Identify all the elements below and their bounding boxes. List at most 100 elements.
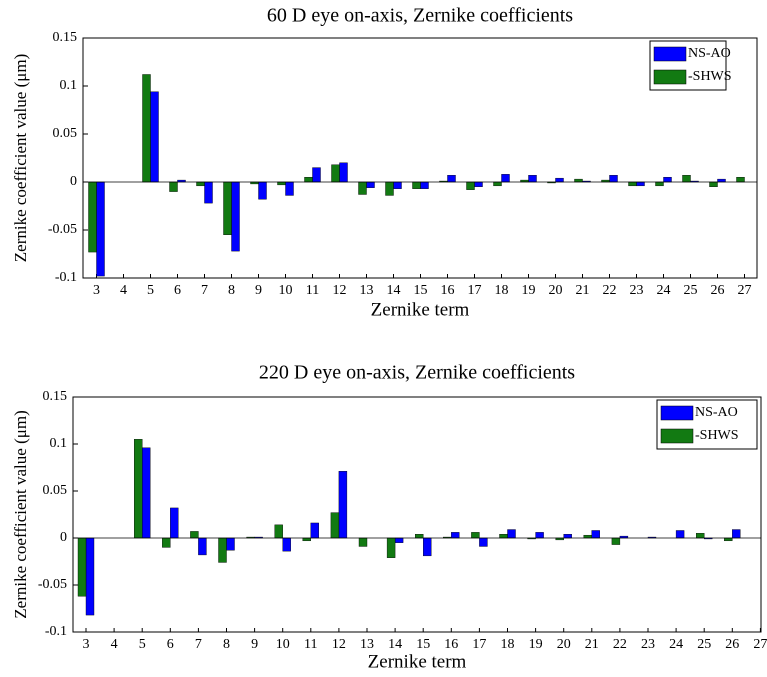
y-tick-label: -0.05 — [48, 222, 77, 237]
x-tick-label: 17 — [468, 283, 482, 298]
bar — [447, 175, 456, 183]
legend-label: -SHWS — [695, 428, 739, 443]
x-tick-label: 20 — [549, 283, 563, 298]
x-tick-label: 3 — [83, 637, 90, 652]
bar — [204, 181, 213, 204]
x-tick-label: 22 — [603, 283, 617, 298]
x-tick-label: 10 — [276, 637, 290, 652]
bar — [385, 181, 394, 196]
bar — [709, 181, 718, 188]
bar — [466, 181, 475, 190]
bar — [507, 529, 516, 539]
bar — [88, 181, 97, 253]
y-tick-label: -0.05 — [38, 577, 67, 592]
x-axis-label: Zernike term — [371, 299, 470, 320]
bar — [310, 522, 319, 539]
x-tick-label: 26 — [711, 283, 725, 298]
x-tick-label: 25 — [697, 637, 711, 652]
bar — [535, 532, 544, 539]
x-tick-label: 4 — [111, 637, 118, 652]
bar — [196, 181, 205, 187]
x-tick-label: 5 — [139, 637, 146, 652]
bar — [732, 529, 741, 539]
y-tick-label: 0.05 — [53, 126, 78, 141]
bar — [133, 439, 143, 539]
x-tick-label: 19 — [529, 637, 543, 652]
x-tick-label: 13 — [360, 637, 374, 652]
bar — [358, 537, 368, 547]
bar — [663, 176, 672, 183]
x-tick-label: 26 — [725, 637, 739, 652]
y-tick-label: 0.1 — [60, 78, 78, 93]
bar — [501, 174, 510, 183]
bar — [231, 181, 240, 252]
x-tick-label: 27 — [738, 283, 752, 298]
bar — [423, 537, 432, 557]
legend-label: NS-AO — [695, 405, 738, 420]
bar — [302, 537, 311, 542]
bar — [583, 534, 592, 539]
bar — [628, 181, 637, 187]
x-tick-label: 8 — [228, 283, 235, 298]
y-tick-label: 0.1 — [50, 436, 68, 451]
x-tick-label: 19 — [522, 283, 536, 298]
x-tick-label: 6 — [167, 637, 174, 652]
x-tick-label: 13 — [360, 283, 374, 298]
bar — [555, 177, 564, 183]
bar — [331, 164, 340, 183]
bar — [218, 537, 227, 563]
bar — [338, 471, 348, 539]
bar — [330, 512, 340, 539]
bar — [285, 181, 294, 196]
x-tick-label: 3 — [93, 283, 100, 298]
x-tick-label: 14 — [388, 637, 402, 652]
x-tick-label: 23 — [641, 637, 655, 652]
x-tick-label: 6 — [174, 283, 181, 298]
y-tick-label: -0.1 — [55, 270, 77, 285]
bar — [696, 533, 705, 539]
y-axis-label: Zernike coefficient value (μm) — [11, 410, 30, 618]
x-tick-label: 23 — [630, 283, 644, 298]
x-tick-label: 4 — [120, 283, 127, 298]
bar — [339, 162, 348, 183]
bar — [682, 175, 691, 183]
x-tick-label: 11 — [304, 637, 317, 652]
y-tick-label: 0.05 — [43, 483, 68, 498]
x-tick-label: 14 — [387, 283, 401, 298]
bar — [170, 507, 179, 539]
bar — [420, 181, 429, 189]
bar — [96, 181, 105, 277]
x-tick-label: 7 — [201, 283, 208, 298]
y-tick-label: 0 — [60, 530, 67, 545]
y-tick-label: 0.15 — [43, 389, 68, 404]
legend-swatch — [653, 69, 687, 85]
legend-label: NS-AO — [688, 46, 731, 61]
bar — [386, 537, 396, 558]
bar — [274, 524, 283, 539]
bar — [162, 537, 171, 548]
bar — [717, 178, 726, 183]
bar — [85, 537, 95, 616]
bar — [141, 447, 151, 539]
x-tick-label: 12 — [333, 283, 347, 298]
plot-frame — [82, 37, 758, 279]
x-tick-label: 25 — [684, 283, 698, 298]
bar — [563, 534, 572, 539]
bar — [609, 175, 618, 183]
x-tick-label: 21 — [585, 637, 599, 652]
bar — [736, 176, 745, 183]
x-tick-label: 15 — [414, 283, 428, 298]
x-axis-label: Zernike term — [368, 651, 467, 672]
x-tick-label: 11 — [306, 283, 319, 298]
legend-swatch — [660, 405, 694, 421]
bar — [471, 532, 480, 539]
bar — [574, 178, 583, 183]
bar — [198, 537, 207, 556]
bar — [394, 537, 404, 543]
bar — [499, 534, 508, 539]
bar — [142, 74, 151, 183]
bar — [304, 176, 313, 183]
bar — [226, 537, 235, 551]
x-tick-label: 5 — [147, 283, 154, 298]
